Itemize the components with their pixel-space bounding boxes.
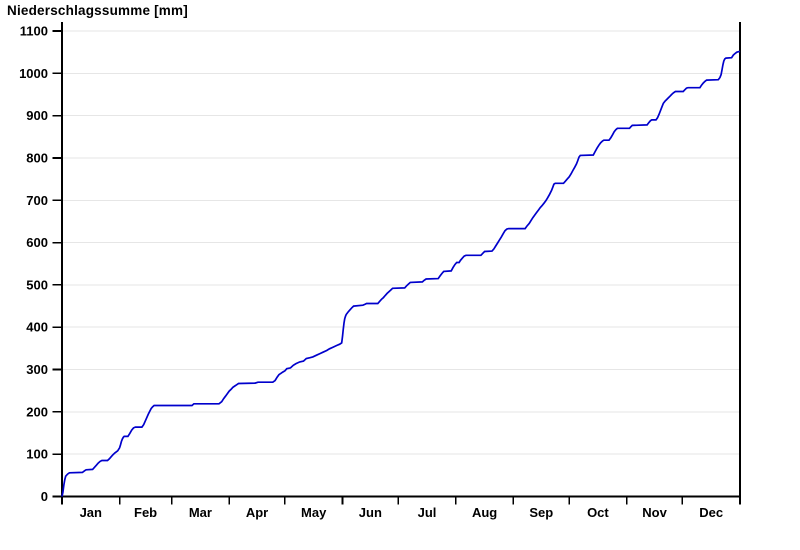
precipitation-line	[61, 50, 741, 497]
x-tick-label: Jul	[418, 505, 437, 520]
y-tick-label: 0	[41, 489, 48, 504]
x-tick-label: Dec	[699, 505, 723, 520]
x-tick-label: Apr	[246, 505, 268, 520]
x-tick-label: Mar	[189, 505, 212, 520]
x-tick-label: Aug	[472, 505, 497, 520]
y-tick-label: 100	[26, 447, 48, 462]
x-tick-label: Nov	[642, 505, 667, 520]
y-tick-label: 900	[26, 108, 48, 123]
y-tick-label: 200	[26, 404, 48, 419]
y-tick-label: 600	[26, 235, 48, 250]
x-tick-label: Jan	[80, 505, 102, 520]
x-tick-label: Oct	[587, 505, 609, 520]
x-tick-label: Feb	[134, 505, 157, 520]
y-tick-label: 400	[26, 320, 48, 335]
x-tick-label: Sep	[529, 505, 553, 520]
chart-title: Niederschlagssumme [mm]	[7, 3, 188, 18]
x-tick-label: Jun	[359, 505, 382, 520]
y-tick-label: 1000	[19, 66, 48, 81]
x-tick-label: May	[301, 505, 327, 520]
y-tick-label: 300	[26, 362, 48, 377]
y-tick-label: 500	[26, 277, 48, 292]
y-tick-label: 700	[26, 193, 48, 208]
y-tick-label: 1100	[20, 24, 48, 39]
y-tick-label: 800	[26, 150, 48, 165]
